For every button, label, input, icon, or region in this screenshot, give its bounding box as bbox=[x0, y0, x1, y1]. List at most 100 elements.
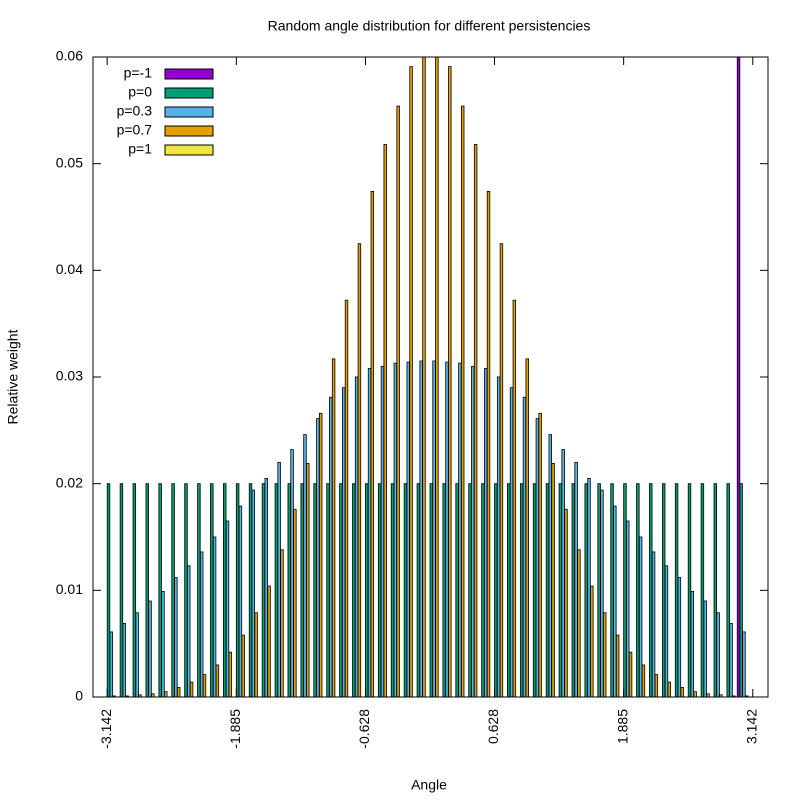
bar bbox=[422, 57, 426, 697]
bar bbox=[481, 483, 485, 697]
legend-label: p=-1 bbox=[124, 65, 153, 81]
bar bbox=[393, 362, 398, 697]
x-axis-label: Angle bbox=[411, 777, 447, 793]
bar bbox=[484, 368, 488, 697]
bar bbox=[383, 144, 387, 697]
bar bbox=[241, 634, 245, 697]
legend-swatch bbox=[164, 87, 214, 99]
bar bbox=[590, 585, 594, 697]
y-tick-label: 0.03 bbox=[56, 368, 83, 384]
legend-label: p=0.7 bbox=[117, 122, 153, 138]
chart-title: Random angle distribution for different … bbox=[268, 18, 591, 34]
bar bbox=[316, 418, 320, 697]
bars bbox=[106, 57, 749, 697]
bar bbox=[248, 483, 253, 697]
bar bbox=[365, 483, 369, 697]
bar bbox=[739, 483, 743, 697]
bar bbox=[509, 387, 514, 697]
bar bbox=[409, 66, 413, 697]
bar bbox=[494, 483, 498, 697]
legend-swatch bbox=[164, 144, 214, 156]
bar bbox=[238, 505, 243, 697]
bar bbox=[293, 508, 297, 697]
bar bbox=[189, 681, 194, 697]
bar bbox=[380, 365, 385, 697]
bar bbox=[377, 483, 382, 697]
bar bbox=[499, 243, 504, 697]
bar bbox=[176, 687, 181, 697]
bar bbox=[145, 483, 149, 697]
legend-swatch bbox=[164, 68, 214, 80]
bar bbox=[106, 483, 111, 697]
bar bbox=[339, 483, 343, 697]
bar bbox=[228, 651, 233, 697]
bar bbox=[148, 600, 152, 697]
bar bbox=[199, 551, 204, 697]
bar bbox=[109, 631, 114, 697]
bar bbox=[507, 483, 511, 697]
bar bbox=[344, 299, 349, 697]
bar bbox=[197, 483, 201, 697]
bar bbox=[584, 483, 588, 697]
bar bbox=[680, 687, 684, 697]
bar bbox=[713, 483, 718, 697]
bar bbox=[693, 691, 697, 697]
bar bbox=[716, 612, 720, 697]
bar bbox=[132, 483, 137, 697]
bar bbox=[455, 483, 459, 697]
bar bbox=[651, 551, 656, 697]
bar bbox=[486, 190, 491, 697]
bar bbox=[571, 483, 576, 697]
y-tick-label: 0.04 bbox=[56, 261, 83, 277]
bar bbox=[435, 57, 439, 697]
bar bbox=[215, 664, 220, 697]
bar bbox=[458, 362, 462, 697]
bar bbox=[626, 520, 630, 697]
bar bbox=[370, 190, 375, 697]
bar bbox=[461, 105, 465, 697]
bar bbox=[432, 360, 436, 697]
bar bbox=[468, 483, 472, 697]
bar bbox=[577, 549, 581, 697]
bar bbox=[122, 623, 126, 697]
bar bbox=[403, 483, 408, 697]
bar bbox=[636, 483, 640, 697]
bar bbox=[326, 483, 330, 697]
bar bbox=[587, 477, 591, 697]
bar bbox=[496, 376, 501, 697]
bar bbox=[264, 477, 268, 697]
bar bbox=[677, 577, 682, 697]
bar bbox=[313, 483, 317, 697]
bar bbox=[225, 520, 230, 697]
x-tick-label: -0.628 bbox=[356, 709, 372, 749]
bar bbox=[745, 695, 749, 697]
x-tick-label: 1.885 bbox=[614, 709, 630, 744]
bar bbox=[212, 536, 217, 697]
bar bbox=[564, 508, 568, 697]
legend-label: p=1 bbox=[128, 141, 152, 157]
bar bbox=[641, 664, 646, 697]
bar bbox=[112, 695, 116, 697]
bar bbox=[532, 483, 537, 697]
bar bbox=[703, 600, 707, 697]
bar bbox=[603, 612, 607, 697]
bar bbox=[519, 483, 524, 697]
bar bbox=[202, 674, 207, 697]
bar bbox=[125, 695, 129, 697]
bar bbox=[303, 434, 307, 697]
bar bbox=[471, 365, 475, 697]
bar bbox=[267, 585, 271, 697]
legend-label: p=0 bbox=[128, 84, 152, 100]
x-tick-label: -1.885 bbox=[227, 709, 243, 749]
bar bbox=[357, 243, 362, 697]
y-tick-label: 0.05 bbox=[56, 154, 83, 170]
bar bbox=[290, 449, 294, 697]
bar bbox=[654, 674, 659, 697]
bar bbox=[726, 483, 730, 697]
bar bbox=[522, 396, 527, 697]
bar bbox=[331, 358, 336, 697]
bar bbox=[729, 623, 733, 697]
bar bbox=[306, 462, 310, 697]
legend-swatch bbox=[164, 106, 214, 118]
